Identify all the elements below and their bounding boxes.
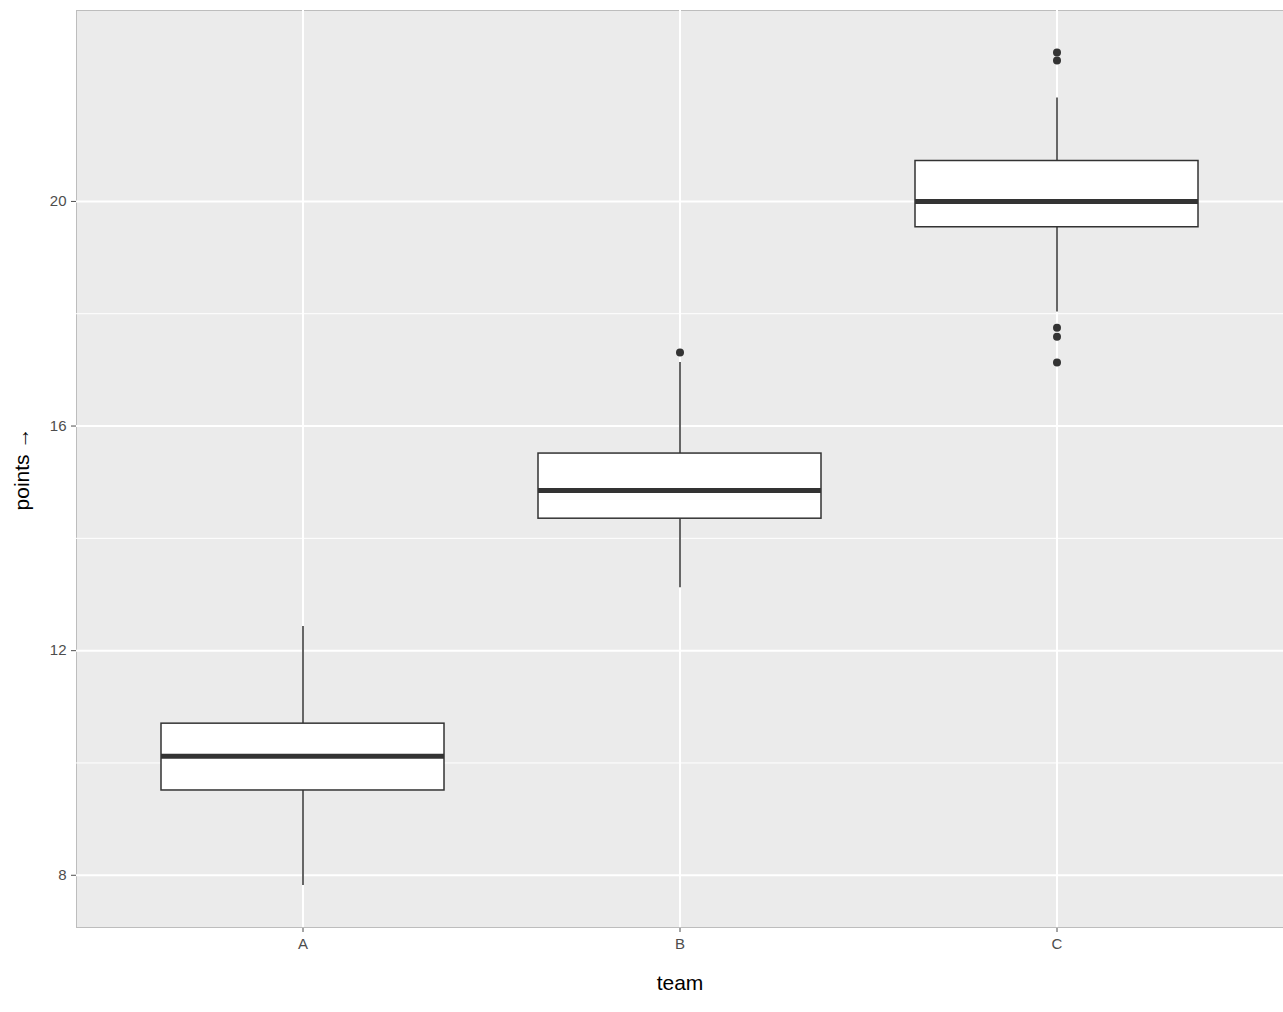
svg-text:C: C — [1052, 935, 1063, 952]
svg-text:A: A — [298, 935, 308, 952]
svg-text:B: B — [675, 935, 685, 952]
svg-text:points →: points → — [10, 428, 33, 511]
svg-text:8: 8 — [58, 866, 66, 883]
svg-text:12: 12 — [50, 641, 67, 658]
svg-text:20: 20 — [50, 192, 67, 209]
svg-text:16: 16 — [50, 417, 67, 434]
svg-text:team: team — [657, 971, 704, 994]
